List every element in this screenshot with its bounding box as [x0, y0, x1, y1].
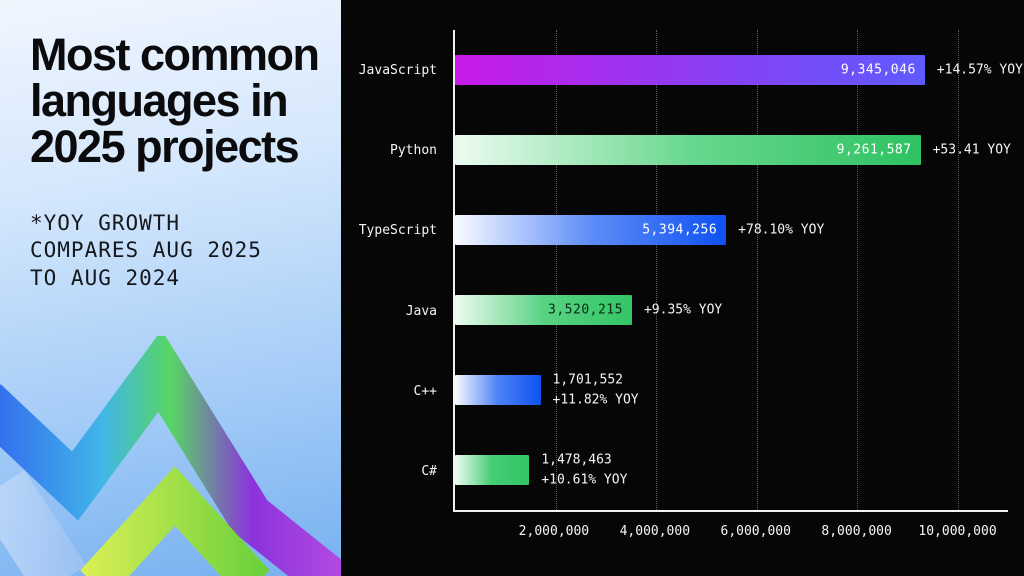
- x-tick-label: 10,000,000: [918, 524, 997, 539]
- grid-layer: [455, 30, 1008, 510]
- category-label: C#: [421, 464, 437, 480]
- bar-annotation: +14.57% YOY: [937, 60, 1023, 80]
- footnote: *YOY GROWTH COMPARES AUG 2025 TO AUG 202…: [30, 210, 341, 293]
- bar: 9,345,046: [455, 55, 925, 85]
- category-label: JavaScript: [358, 62, 437, 78]
- category-label: C++: [413, 383, 437, 399]
- footnote-line-1: *YOY GROWTH: [30, 210, 181, 235]
- bar-annotation: 1,478,463 +10.61% YOY: [541, 451, 627, 490]
- gridline: [756, 30, 758, 510]
- bar-row: 9,261,587 +53.41 YOY: [455, 110, 1011, 190]
- bar-annotation: 1,701,552 +11.82% YOY: [553, 371, 639, 410]
- bar-value-label: 5,394,256: [642, 222, 718, 238]
- bar-value-label: 9,261,587: [836, 142, 912, 158]
- bar-growth-label: +78.10% YOY: [738, 222, 825, 238]
- gridline: [957, 30, 959, 510]
- bar-value-label: 1,478,463: [541, 452, 612, 468]
- gridline: [857, 30, 859, 510]
- bar-chart: JavaScript Python TypeScript Java C++ C# 9,34…: [341, 30, 1023, 576]
- bar: 3,520,215: [455, 295, 632, 325]
- x-tick-label: 8,000,000: [821, 524, 892, 539]
- bar-growth-label: +9.35% YOY: [643, 302, 723, 318]
- category-label: Java: [405, 303, 437, 319]
- plot-wrap: 9,345,046 +14.57% YOY 9,261,587 +53.41 YOY 5…: [453, 30, 1023, 576]
- bar: 5,394,256: [455, 215, 727, 245]
- bar-rows: 9,345,046 +14.57% YOY 9,261,587 +53.41 YOY 5…: [455, 30, 1023, 510]
- bar-row: 1,478,463 +10.61% YOY: [455, 430, 1008, 510]
- tick-row: 2,000,000 4,000,000 6,000,000 8,000,000 10,0…: [453, 512, 1008, 554]
- gridline: [555, 30, 557, 510]
- bar-growth-label: +53.41 YOY: [932, 142, 1011, 158]
- bar-value-label: 9,345,046: [840, 62, 916, 78]
- bar: [455, 375, 541, 405]
- page-title: Most common languages in 2025 projects: [30, 32, 341, 170]
- title-line-2: languages in: [30, 74, 289, 126]
- title-line-3: 2025 projects: [30, 120, 300, 172]
- footnote-line-3: TO AUG 2024: [30, 266, 181, 291]
- x-tick-label: 2,000,000: [518, 524, 590, 539]
- bar-row: 3,520,215 +9.35% YOY: [455, 270, 1008, 350]
- bar: 9,261,587: [455, 135, 921, 165]
- left-panel: Most common languages in 2025 projects *…: [0, 0, 341, 576]
- bar-row: 1,701,552 +11.82% YOY: [455, 350, 1008, 430]
- bar-annotation: +53.41 YOY: [933, 140, 1011, 160]
- bar-growth-label: +14.57% YOY: [936, 62, 1023, 78]
- bar-row: 9,345,046 +14.57% YOY: [455, 30, 1023, 110]
- x-tick-label: 6,000,000: [720, 524, 791, 539]
- x-tick-label: 4,000,000: [619, 524, 691, 539]
- bar-growth-label: +10.61% YOY: [541, 472, 628, 487]
- bar-value-label: 3,520,215: [548, 302, 623, 318]
- bar-annotation: +78.10% YOY: [738, 220, 824, 240]
- title-line-1: Most common: [30, 29, 320, 80]
- chart-panel: JavaScript Python TypeScript Java C++ C# 9,34…: [341, 0, 1024, 576]
- plot-area: 9,345,046 +14.57% YOY 9,261,587 +53.41 YOY 5…: [453, 30, 1023, 512]
- bar-row: 5,394,256 +78.10% YOY: [455, 190, 1008, 270]
- decorative-ribbon-graphic: [0, 336, 341, 576]
- gridline: [656, 30, 658, 510]
- category-column: JavaScript Python TypeScript Java C++ C#: [341, 30, 453, 512]
- category-label: Python: [390, 142, 437, 158]
- bar: [455, 455, 530, 485]
- bar-annotation: +9.35% YOY: [644, 300, 722, 320]
- bar-value-label: 1,701,552: [552, 372, 623, 388]
- footnote-line-2: COMPARES AUG 2025: [30, 238, 262, 263]
- category-label: TypeScript: [358, 223, 437, 239]
- bar-growth-label: +11.82% YOY: [552, 392, 639, 407]
